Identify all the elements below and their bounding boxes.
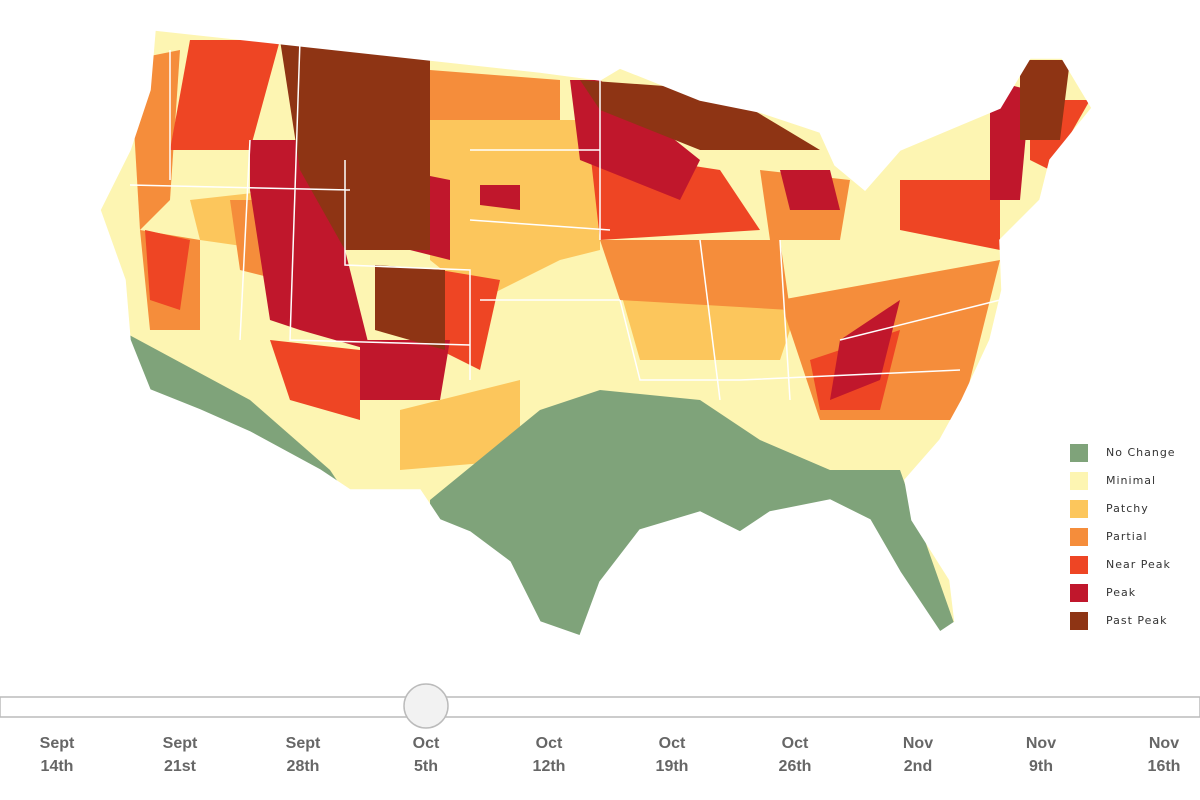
legend-label: Past Peak bbox=[1106, 614, 1168, 627]
foliage-region bbox=[580, 80, 820, 150]
foliage-region bbox=[1020, 60, 1070, 140]
timeline-month[interactable]: Sept bbox=[163, 735, 198, 752]
timeline-day[interactable]: 19th bbox=[656, 758, 689, 775]
timeline-day[interactable]: 5th bbox=[414, 758, 438, 775]
foliage-region bbox=[360, 340, 450, 400]
timeline-month[interactable]: Oct bbox=[659, 735, 686, 752]
timeline-day[interactable]: 16th bbox=[1148, 758, 1181, 775]
timeline-day[interactable]: 26th bbox=[779, 758, 812, 775]
foliage-region bbox=[375, 265, 445, 350]
legend-label: Partial bbox=[1106, 530, 1148, 543]
foliage-region bbox=[400, 380, 520, 470]
timeline-month[interactable]: Sept bbox=[40, 735, 75, 752]
timeline-month[interactable]: Nov bbox=[1026, 735, 1056, 752]
legend-label: Minimal bbox=[1106, 474, 1156, 487]
foliage-region bbox=[280, 40, 430, 250]
timeline-month[interactable]: Nov bbox=[903, 735, 933, 752]
timeline-day[interactable]: 21st bbox=[164, 758, 197, 775]
timeline-day[interactable]: 9th bbox=[1029, 758, 1053, 775]
legend-label: Near Peak bbox=[1106, 558, 1171, 571]
slider-track[interactable] bbox=[0, 696, 1200, 718]
foliage-region bbox=[250, 140, 370, 350]
slider-knob[interactable] bbox=[403, 683, 449, 729]
timeline-month[interactable]: Oct bbox=[413, 735, 440, 752]
legend-label: No Change bbox=[1106, 446, 1176, 459]
foliage-region bbox=[270, 340, 360, 420]
timeline-day[interactable]: 12th bbox=[533, 758, 566, 775]
state-borders bbox=[129, 39, 1001, 401]
legend: No Change Minimal Patchy Partial Near Peak Pe… bbox=[1070, 444, 1176, 630]
legend-swatch bbox=[1070, 528, 1088, 546]
legend-swatch bbox=[1070, 612, 1088, 630]
timeline-slider[interactable]: Sept 14th Sept 21st Sept 28th Oct 5th Oct 12th Oct… bbox=[0, 683, 1200, 775]
timeline-day[interactable]: 2nd bbox=[904, 758, 932, 775]
foliage-region bbox=[430, 120, 600, 300]
legend-label: Peak bbox=[1106, 586, 1136, 599]
foliage-region bbox=[430, 70, 560, 120]
foliage-region bbox=[780, 170, 840, 210]
timeline-month[interactable]: Oct bbox=[536, 735, 563, 752]
timeline-month[interactable]: Nov bbox=[1149, 735, 1179, 752]
foliage-region bbox=[900, 180, 1000, 250]
legend-swatch bbox=[1070, 556, 1088, 574]
legend-label: Patchy bbox=[1106, 502, 1149, 515]
foliage-region bbox=[145, 230, 190, 310]
timeline-day[interactable]: 14th bbox=[41, 758, 74, 775]
us-map bbox=[100, 30, 1092, 636]
legend-swatch bbox=[1070, 584, 1088, 602]
timeline-month[interactable]: Oct bbox=[782, 735, 809, 752]
foliage-region bbox=[600, 240, 790, 310]
legend-swatch bbox=[1070, 472, 1088, 490]
legend-swatch bbox=[1070, 500, 1088, 518]
foliage-region bbox=[480, 185, 520, 210]
timeline-month[interactable]: Sept bbox=[286, 735, 321, 752]
timeline-day[interactable]: 28th bbox=[287, 758, 320, 775]
legend-swatch bbox=[1070, 444, 1088, 462]
foliage-region bbox=[170, 40, 280, 150]
